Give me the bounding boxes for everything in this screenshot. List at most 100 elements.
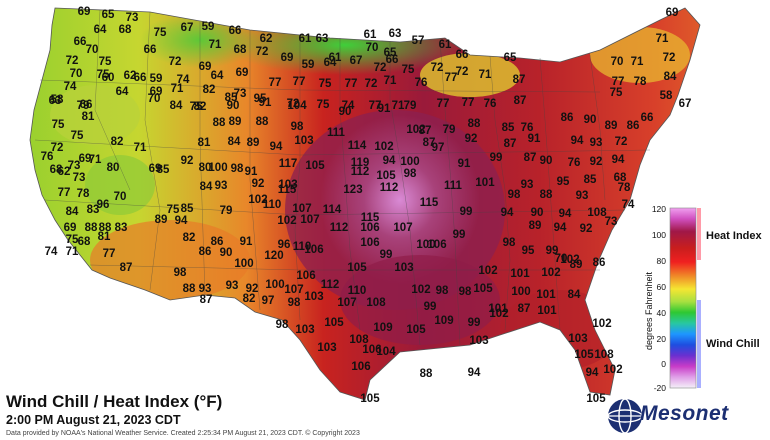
station-value: 105 xyxy=(574,349,594,361)
station-value: 71 xyxy=(384,75,397,87)
station-value: 71 xyxy=(209,39,222,51)
station-value: 71 xyxy=(479,69,492,81)
station-value: 66 xyxy=(641,112,654,124)
station-value: 95 xyxy=(557,176,570,188)
station-value: 59 xyxy=(302,59,315,71)
station-value: 61 xyxy=(299,33,312,45)
station-value: 88 xyxy=(183,283,196,295)
station-value: 102 xyxy=(248,194,267,206)
station-value: 69 xyxy=(79,153,92,165)
station-value: 62 xyxy=(58,166,71,178)
station-value: 87 xyxy=(518,303,531,315)
station-value: 108 xyxy=(594,349,614,361)
station-value: 90 xyxy=(220,247,233,259)
station-value: 70 xyxy=(366,42,379,54)
station-value: 103 xyxy=(317,342,336,354)
station-value: 82 xyxy=(183,232,196,244)
station-value: 100 xyxy=(265,279,284,291)
station-value: 107 xyxy=(337,297,356,309)
station-value: 66 xyxy=(386,54,399,66)
station-value: 95 xyxy=(522,245,535,257)
station-value: 93 xyxy=(576,190,589,202)
station-value: 102 xyxy=(374,141,393,153)
station-value: 77 xyxy=(103,248,116,260)
station-value: 83 xyxy=(87,204,100,216)
station-value: 105 xyxy=(586,393,606,405)
station-value: 103 xyxy=(294,135,313,147)
station-value: 115 xyxy=(420,197,439,209)
station-value: 89 xyxy=(155,214,168,226)
station-value: 76 xyxy=(568,157,581,169)
station-value: 73 xyxy=(605,216,618,228)
station-value: 84 xyxy=(568,289,581,301)
station-value: 60 xyxy=(102,72,115,84)
station-value: 87 xyxy=(504,138,517,150)
station-value: 99 xyxy=(453,229,466,241)
station-value: 103 xyxy=(278,179,297,191)
station-value: 70 xyxy=(86,44,99,56)
station-value: 67 xyxy=(181,22,194,34)
station-value: 110 xyxy=(348,285,367,297)
station-value: 87 xyxy=(423,137,436,149)
station-value: 94 xyxy=(554,222,567,234)
station-value: 72 xyxy=(374,62,387,74)
wind-chill-label: Wind Chill xyxy=(706,338,760,350)
station-value: 68 xyxy=(234,44,247,56)
station-value: 71 xyxy=(89,154,102,166)
station-value: 114 xyxy=(323,204,342,216)
station-value: 90 xyxy=(540,155,553,167)
station-value: 94 xyxy=(559,208,572,220)
station-value: 102 xyxy=(411,284,430,296)
station-value: 76 xyxy=(415,77,428,89)
station-value: 106 xyxy=(304,244,323,256)
station-value: 58 xyxy=(660,90,673,102)
station-value: 103 xyxy=(568,333,587,345)
station-value: 106 xyxy=(351,361,370,373)
legend-tick: 80 xyxy=(656,256,666,266)
station-value: 74 xyxy=(342,100,355,112)
station-value: 70 xyxy=(70,68,83,80)
station-value: 107 xyxy=(292,203,311,215)
heat-index-bar xyxy=(697,208,701,260)
station-value: 102 xyxy=(489,308,508,320)
station-value: 102 xyxy=(478,265,497,277)
station-value: 76 xyxy=(521,122,534,134)
legend-axis-title: degrees Fahrenheit xyxy=(644,271,654,350)
station-value: 87 xyxy=(419,125,432,137)
station-value: 76 xyxy=(41,151,54,163)
station-value: 72 xyxy=(256,46,269,58)
station-value: 98 xyxy=(459,286,472,298)
station-value: 89 xyxy=(570,259,583,271)
station-value: 81 xyxy=(198,137,211,149)
station-value: 61 xyxy=(329,52,342,64)
station-value: 81 xyxy=(98,231,111,243)
station-value: 103 xyxy=(295,324,314,336)
mesonet-logo-text: Mesonet xyxy=(640,402,729,425)
us-outline xyxy=(29,7,701,401)
station-value: 115 xyxy=(278,184,297,196)
station-value: 75 xyxy=(319,78,332,90)
station-value: 95 xyxy=(254,93,267,105)
station-value: 94 xyxy=(571,135,584,147)
station-value: 84 xyxy=(228,136,241,148)
station-value: 99 xyxy=(468,317,481,329)
station-value: 86 xyxy=(627,120,640,132)
station-value: 75 xyxy=(167,204,180,216)
station-value: 88 xyxy=(99,222,112,234)
station-value: 88 xyxy=(468,118,481,130)
station-value: 104 xyxy=(287,100,307,112)
station-value: 92 xyxy=(465,133,478,145)
station-value: 89 xyxy=(229,116,242,128)
station-value: 102 xyxy=(592,318,611,330)
station-value: 106 xyxy=(360,237,379,249)
station-value: 98 xyxy=(291,121,304,133)
legend-tick: 60 xyxy=(656,282,666,292)
map-subtitle: 2:00 PM August 21, 2023 CDT xyxy=(6,413,181,427)
station-value: 104 xyxy=(376,346,396,358)
station-value: 62 xyxy=(260,33,273,45)
station-value: 109 xyxy=(434,315,453,327)
station-value: 93 xyxy=(215,180,228,192)
station-value: 77 xyxy=(345,78,358,90)
